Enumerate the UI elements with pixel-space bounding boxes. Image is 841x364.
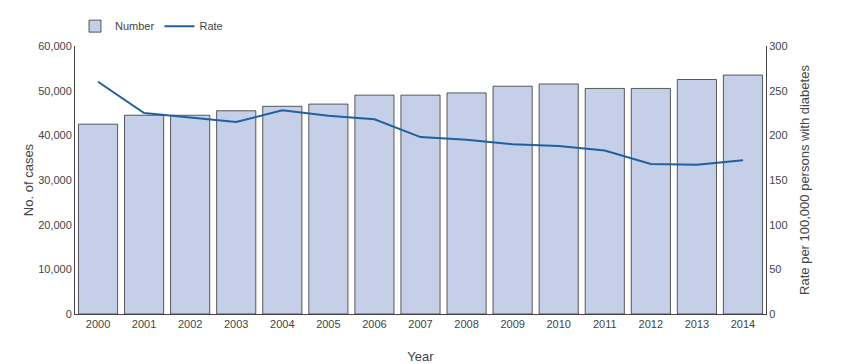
svg-text:2006: 2006 [362,318,386,330]
svg-text:No. of cases: No. of cases [21,143,36,216]
svg-text:Number: Number [115,20,154,32]
svg-text:2002: 2002 [178,318,202,330]
svg-text:2000: 2000 [86,318,110,330]
svg-text:2013: 2013 [685,318,709,330]
svg-text:2012: 2012 [639,318,663,330]
svg-text:2003: 2003 [224,318,248,330]
svg-text:250: 250 [769,85,787,97]
svg-text:50,000: 50,000 [38,85,72,97]
svg-text:2008: 2008 [454,318,478,330]
svg-text:Rate per 100,000 persons with: Rate per 100,000 persons with diabetes [797,65,812,295]
svg-text:0: 0 [66,308,72,320]
svg-text:2004: 2004 [270,318,294,330]
svg-text:2007: 2007 [408,318,432,330]
svg-text:200: 200 [769,129,787,141]
svg-text:2011: 2011 [593,318,617,330]
svg-text:100: 100 [769,219,787,231]
svg-text:0: 0 [769,308,775,320]
svg-text:50: 50 [769,263,781,275]
svg-text:40,000: 40,000 [38,129,72,141]
svg-text:2001: 2001 [132,318,156,330]
svg-text:60,000: 60,000 [38,40,72,52]
svg-text:2005: 2005 [316,318,340,330]
svg-text:150: 150 [769,174,787,186]
svg-text:300: 300 [769,40,787,52]
svg-text:30,000: 30,000 [38,174,72,186]
svg-text:Year: Year [407,349,434,364]
svg-text:2009: 2009 [500,318,524,330]
svg-text:2014: 2014 [731,318,755,330]
svg-text:10,000: 10,000 [38,263,72,275]
svg-text:2010: 2010 [546,318,570,330]
svg-text:20,000: 20,000 [38,219,72,231]
svg-text:Rate: Rate [199,20,222,32]
